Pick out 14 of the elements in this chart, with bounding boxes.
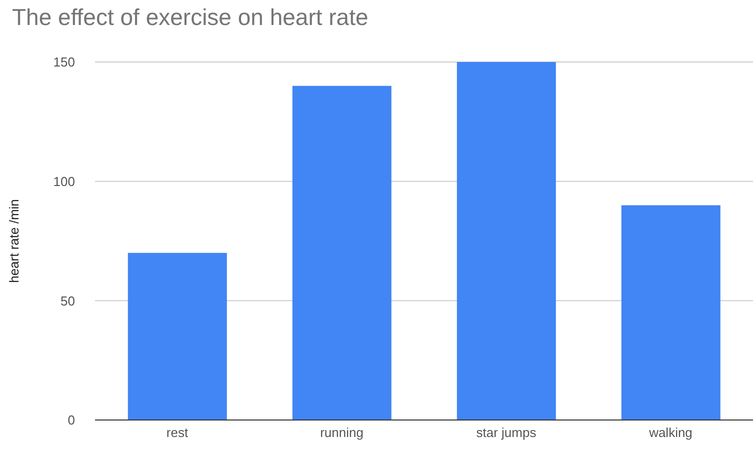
y-tick-label: 150 [53, 54, 75, 70]
x-tick-label: running [320, 425, 364, 440]
x-tick-label: star jumps [476, 425, 537, 440]
y-tick-label: 50 [60, 293, 75, 308]
bar [621, 205, 720, 420]
bar [292, 86, 392, 420]
x-tick-label: rest [166, 425, 188, 440]
bar [456, 62, 556, 420]
y-tick-label: 100 [53, 174, 75, 189]
y-tick-label: 0 [68, 412, 75, 428]
bar [128, 252, 227, 420]
x-tick-label: walking [648, 425, 692, 440]
chart-title: The effect of exercise on heart rate [12, 4, 368, 31]
y-axis-title: heart rate /min [6, 199, 22, 283]
